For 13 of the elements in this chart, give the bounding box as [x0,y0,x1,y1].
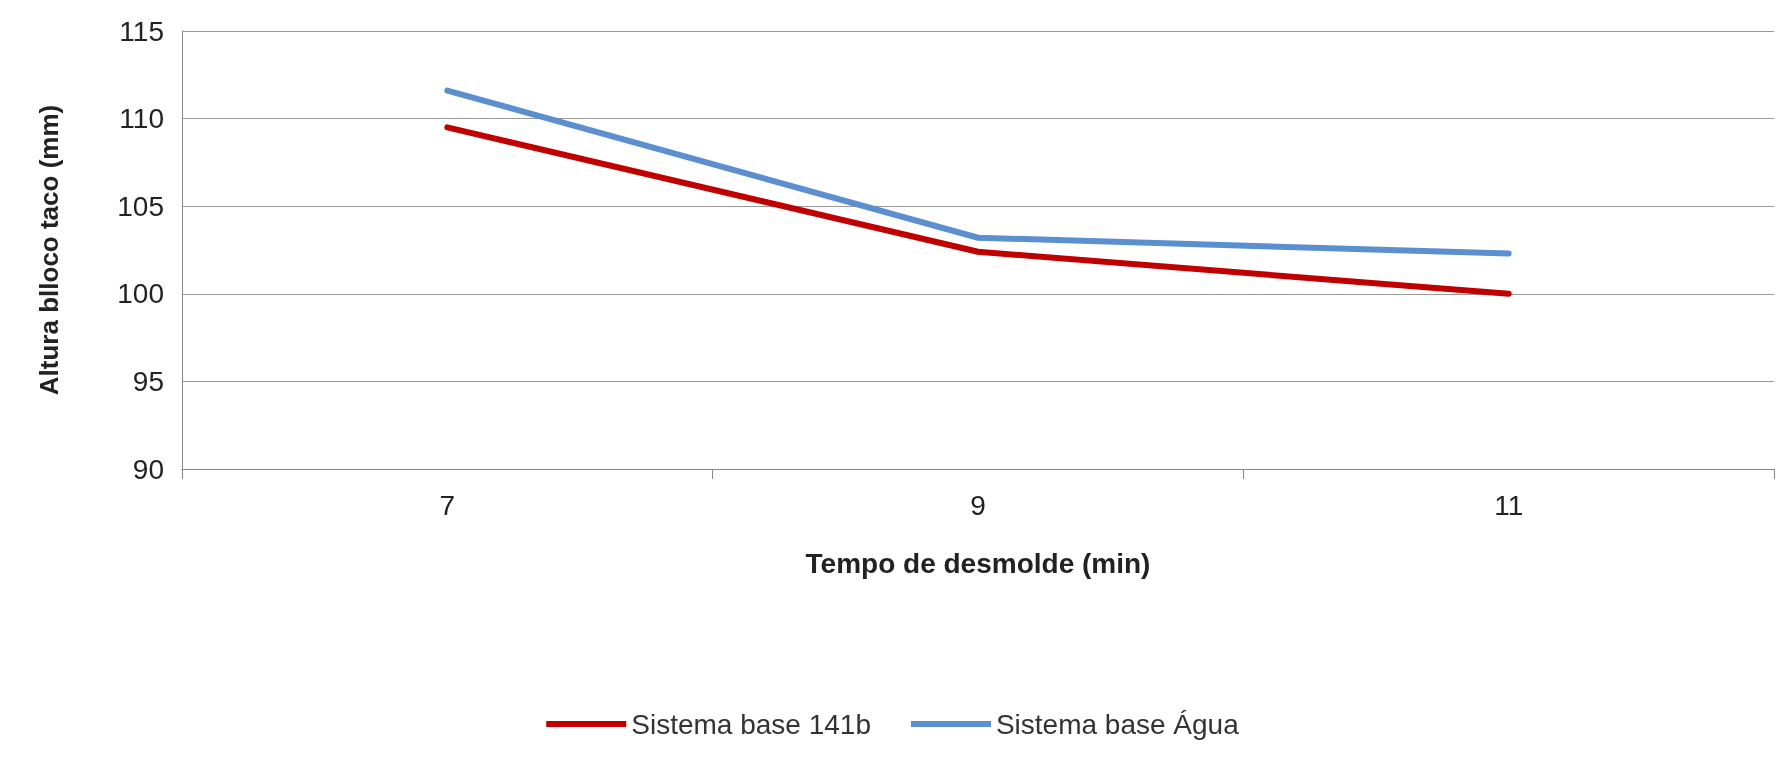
legend-label: Sistema base Água [995,708,1240,740]
legend-label: Sistema base 141b [631,708,871,740]
y-axis-title: Altura blloco taco (mm) [34,104,64,396]
x-axis-title: Tempo de desmolde (min) [805,547,1151,579]
y-tick-label: 95 [132,365,164,397]
x-tick-label: 7 [439,489,456,521]
y-tick-label: 105 [117,190,164,222]
y-tick-label: 100 [117,278,164,310]
x-tick-label: 11 [1494,489,1524,521]
x-tick-label: 9 [970,489,986,521]
y-tick-label: 110 [119,103,164,135]
y-tick-label: 115 [119,15,164,47]
y-tick-label: 90 [132,453,164,485]
